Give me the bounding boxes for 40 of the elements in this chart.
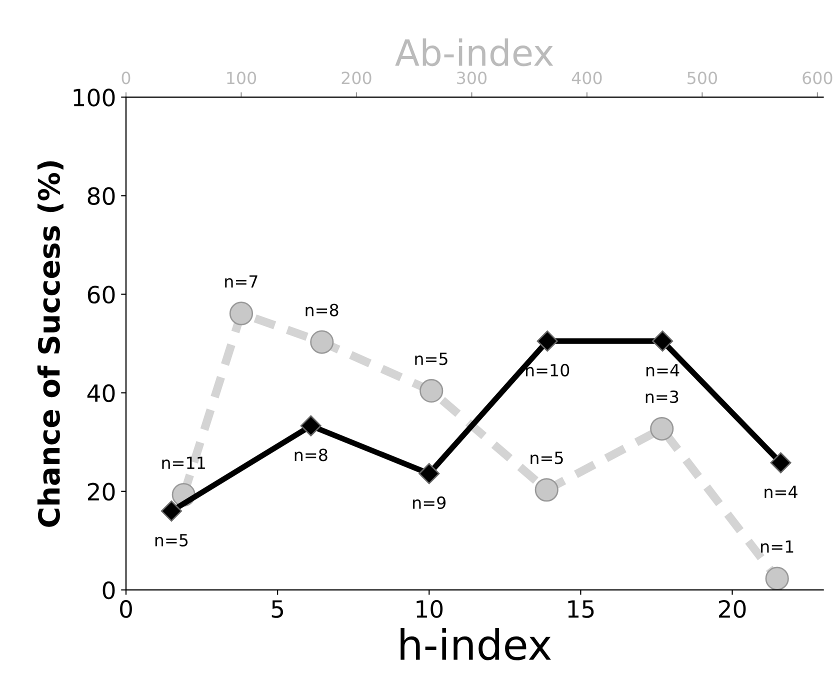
annotation: n=8: [294, 448, 328, 462]
annotation: n=4: [646, 364, 680, 376]
y-tick-label: 40: [87, 384, 115, 402]
point: [418, 463, 440, 484]
annotation: n=4: [764, 486, 798, 498]
annotation: n=5: [415, 352, 448, 366]
x-axis-title: h-index: [400, 628, 551, 660]
y-tick-label: 100: [74, 88, 115, 106]
annotation: n=9: [413, 496, 446, 510]
annotation: n=8: [306, 304, 338, 316]
x2-tick-label: 600: [802, 72, 832, 84]
x2-tick-label: 300: [457, 72, 487, 84]
x2-tick-label: 0: [122, 72, 130, 84]
annotation: n=7: [225, 275, 258, 288]
annotation: n=5: [155, 534, 188, 546]
x-tick-label: 20: [718, 600, 746, 618]
y-tick-label: 0: [102, 581, 115, 600]
x-tick-label: 10: [416, 600, 443, 618]
x2-tick-label: 500: [688, 72, 717, 84]
x2-tick-label: 100: [227, 72, 256, 84]
x2-axis-title: Ab-index: [395, 38, 554, 66]
point: [160, 500, 182, 522]
annotation: n=3: [646, 390, 678, 404]
point: [770, 452, 792, 474]
x-tick-label: 0: [120, 600, 132, 618]
point: [300, 415, 322, 436]
annotation: n=5: [530, 452, 563, 464]
x2-tick-label: 200: [342, 72, 372, 84]
point: [652, 330, 674, 352]
annotation: n=10: [526, 364, 570, 376]
x-tick-label: 5: [272, 600, 284, 618]
y-tick-label: 80: [88, 187, 115, 206]
annotation: n=11: [162, 456, 205, 469]
annotation: n=1: [761, 540, 794, 553]
x2-tick-label: 400: [572, 72, 602, 84]
point: [536, 330, 558, 352]
y-tick-label: 60: [88, 286, 115, 304]
y-axis-title: Chance of Success (%): [37, 161, 64, 527]
y-tick-label: 20: [88, 482, 115, 501]
x-tick-label: 15: [568, 600, 594, 618]
